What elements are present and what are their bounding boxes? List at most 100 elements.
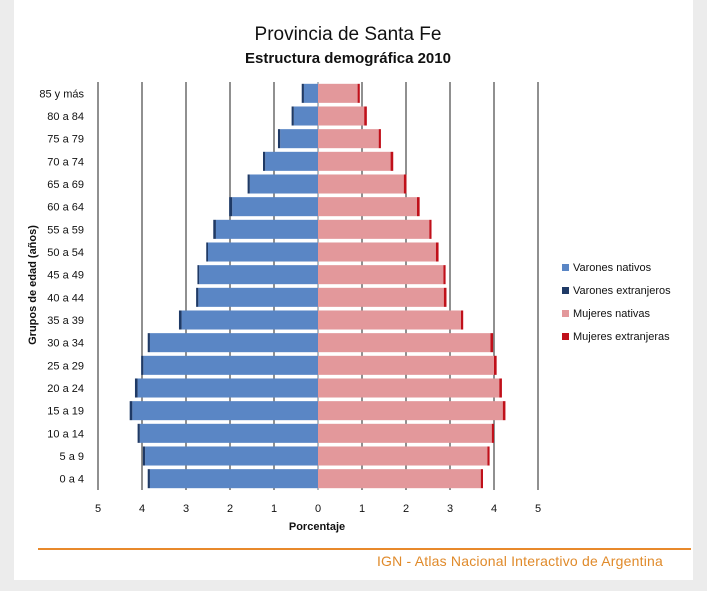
bar-varones-extranjeros bbox=[206, 242, 208, 262]
bar-mujeres-nativas bbox=[318, 197, 417, 217]
x-tick-label: 3 bbox=[183, 503, 189, 515]
bar-varones-extranjeros bbox=[178, 310, 182, 330]
bar-mujeres-nativas bbox=[318, 378, 500, 398]
gridlines bbox=[97, 82, 539, 490]
bar-varones-nativos bbox=[181, 310, 318, 330]
y-tick-label: 35 a 39 bbox=[47, 315, 84, 327]
bar-varones-extranjeros bbox=[247, 174, 250, 194]
bar-mujeres-extranjeras bbox=[480, 469, 483, 489]
bar-varones-extranjeros bbox=[197, 265, 200, 285]
footer-source: IGN - Atlas Nacional Interactivo de Arge… bbox=[376, 553, 663, 569]
bar-mujeres-nativas bbox=[318, 423, 492, 443]
bar-mujeres-extranjeras bbox=[499, 378, 502, 398]
bar-mujeres-nativas bbox=[318, 129, 379, 149]
bar-mujeres-extranjeras bbox=[435, 242, 439, 262]
y-tick-label: 25 a 29 bbox=[47, 360, 84, 372]
population-pyramid-chart: Provincia de Santa Fe Estructura demográ… bbox=[27, 24, 671, 533]
x-tick-label: 2 bbox=[227, 503, 233, 515]
bar-mujeres-extranjeras bbox=[491, 423, 494, 443]
bar-varones-extranjeros bbox=[196, 287, 199, 307]
legend-label: Varones nativos bbox=[573, 262, 652, 274]
bar-mujeres-extranjeras bbox=[443, 265, 446, 285]
bar-mujeres-nativas bbox=[318, 355, 494, 375]
y-tick-label: 50 a 54 bbox=[47, 247, 84, 259]
bar-varones-extranjeros bbox=[213, 219, 216, 239]
y-tick-label: 0 a 4 bbox=[60, 474, 84, 486]
legend-swatch bbox=[562, 333, 569, 340]
legend-swatch bbox=[562, 264, 569, 271]
bar-varones-nativos bbox=[145, 446, 318, 466]
y-tick-label: 65 a 69 bbox=[47, 179, 84, 191]
y-tick-label: 5 a 9 bbox=[60, 451, 84, 463]
y-tick-label: 75 a 79 bbox=[47, 134, 84, 146]
bar-mujeres-extranjeras bbox=[443, 287, 447, 307]
bar-mujeres-extranjeras bbox=[429, 219, 432, 239]
legend-label: Mujeres extranjeras bbox=[573, 331, 670, 343]
bar-varones-nativos bbox=[208, 242, 318, 262]
x-tick-label: 5 bbox=[95, 503, 101, 515]
bar-varones-nativos bbox=[293, 106, 318, 126]
y-axis-ticks: 85 y más 80 a 84 75 a 79 70 a 74 65 a 69 60 a… bbox=[39, 88, 84, 485]
bar-varones-extranjeros bbox=[142, 446, 146, 466]
y-tick-label: 60 a 64 bbox=[47, 202, 84, 214]
bar-mujeres-extranjeras bbox=[487, 446, 490, 466]
bar-varones-nativos bbox=[149, 469, 318, 489]
legend-label: Mujeres nativas bbox=[573, 308, 651, 320]
bar-mujeres-extranjeras bbox=[490, 333, 494, 353]
x-tick-label: 5 bbox=[535, 503, 541, 515]
footer-divider bbox=[38, 548, 691, 550]
bar-varones-extranjeros bbox=[229, 197, 233, 217]
y-tick-label: 20 a 24 bbox=[47, 383, 84, 395]
bar-varones-extranjeros bbox=[147, 469, 150, 489]
bar-mujeres-nativas bbox=[318, 446, 488, 466]
chart-subtitle: Estructura demográfica 2010 bbox=[245, 50, 451, 67]
bar-mujeres-nativas bbox=[318, 242, 436, 262]
bar-mujeres-extranjeras bbox=[403, 174, 407, 194]
bar-varones-extranjeros bbox=[147, 333, 150, 353]
bar-mujeres-nativas bbox=[318, 333, 491, 353]
bar-varones-extranjeros bbox=[277, 129, 281, 149]
x-tick-label: 0 bbox=[315, 503, 321, 515]
bar-mujeres-extranjeras bbox=[390, 151, 394, 171]
y-tick-label: 10 a 14 bbox=[47, 428, 84, 440]
bar-varones-extranjeros bbox=[129, 401, 133, 421]
bar-mujeres-nativas bbox=[318, 83, 358, 103]
bar-varones-nativos bbox=[199, 265, 318, 285]
legend-label: Varones extranjeros bbox=[573, 285, 671, 297]
x-tick-label: 2 bbox=[403, 503, 409, 515]
bar-varones-extranjeros bbox=[141, 355, 144, 375]
bar-varones-extranjeros bbox=[134, 378, 138, 398]
y-axis-label: Grupos de edad (años) bbox=[27, 225, 39, 345]
bar-mujeres-nativas bbox=[318, 151, 391, 171]
bar-mujeres-extranjeras bbox=[461, 310, 464, 330]
y-tick-label: 70 a 74 bbox=[47, 156, 84, 168]
bar-mujeres-nativas bbox=[318, 287, 444, 307]
bar-varones-nativos bbox=[280, 129, 318, 149]
x-tick-label: 3 bbox=[447, 503, 453, 515]
bar-varones-nativos bbox=[132, 401, 318, 421]
bar-mujeres-extranjeras bbox=[502, 401, 506, 421]
x-axis-label: Porcentaje bbox=[289, 521, 345, 533]
chart-title: Provincia de Santa Fe bbox=[255, 24, 442, 45]
bar-varones-nativos bbox=[149, 333, 318, 353]
bar-varones-nativos bbox=[265, 151, 318, 171]
y-tick-label: 40 a 44 bbox=[47, 292, 84, 304]
chart-card: Provincia de Santa Fe Estructura demográ… bbox=[14, 0, 693, 580]
bar-mujeres-extranjeras bbox=[357, 83, 360, 103]
bar-varones-nativos bbox=[143, 355, 318, 375]
y-tick-label: 80 a 84 bbox=[47, 111, 84, 123]
bar-varones-extranjeros bbox=[137, 423, 140, 443]
y-tick-label: 45 a 49 bbox=[47, 270, 84, 282]
bar-varones-nativos bbox=[137, 378, 318, 398]
bar-varones-extranjeros bbox=[301, 83, 304, 103]
y-tick-label: 85 y más bbox=[39, 88, 84, 100]
bar-mujeres-extranjeras bbox=[494, 355, 497, 375]
bar-mujeres-nativas bbox=[318, 469, 481, 489]
bar-mujeres-extranjeras bbox=[378, 129, 381, 149]
x-tick-label: 1 bbox=[359, 503, 365, 515]
legend-swatch bbox=[562, 310, 569, 317]
legend-swatch bbox=[562, 287, 569, 294]
bar-varones-nativos bbox=[198, 287, 318, 307]
bar-mujeres-extranjeras bbox=[417, 197, 420, 217]
y-tick-label: 55 a 59 bbox=[47, 224, 84, 236]
